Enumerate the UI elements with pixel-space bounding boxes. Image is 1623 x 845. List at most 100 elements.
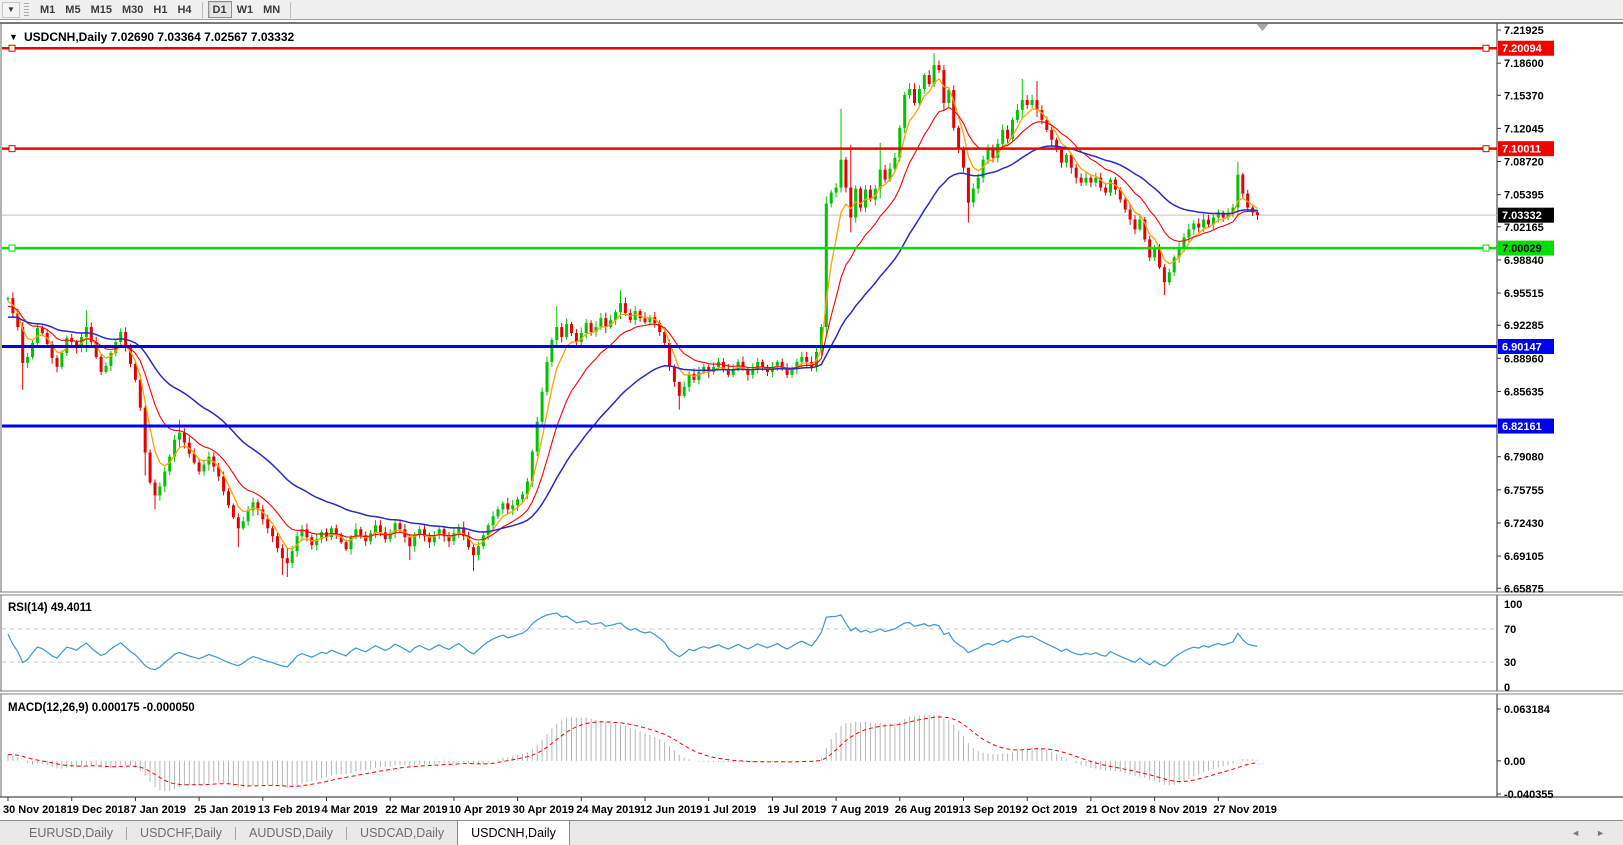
- current-price-badge: 7.03332: [1498, 207, 1554, 223]
- toolbar-separator: [201, 1, 203, 18]
- rsi-pane[interactable]: [2, 612, 1497, 671]
- symbol-tab-USDCHF[interactable]: USDCHF,Daily: [140, 826, 222, 840]
- chart-tab-bar: EURUSD,Daily USDCHF,Daily AUDUSD,Daily USDC…: [0, 820, 1623, 845]
- date-tick-label: 2 Oct 2019: [1022, 804, 1077, 816]
- svg-text:6.90147: 6.90147: [1502, 342, 1542, 354]
- date-tick-label: 12 Jun 2019: [640, 804, 702, 816]
- price-tick-label: 6.65875: [1504, 583, 1544, 595]
- rsi-line: [7, 612, 1258, 671]
- timeframe-button-MN[interactable]: MN: [258, 1, 285, 18]
- timeframe-button-M30[interactable]: M30: [117, 1, 148, 18]
- rsi-tick-label: 30: [1504, 657, 1516, 669]
- hline-7.20094[interactable]: [2, 44, 1497, 52]
- svg-text:7.10011: 7.10011: [1502, 144, 1541, 156]
- price-tick-label: 6.75755: [1504, 485, 1544, 497]
- timeframe-button-M5[interactable]: M5: [60, 1, 85, 18]
- hline-handle[interactable]: [1482, 145, 1490, 153]
- price-badge-6.90147: 6.90147: [1498, 339, 1554, 355]
- macd-tick-label: 0.063184: [1504, 704, 1551, 716]
- hline-handle[interactable]: [1482, 244, 1490, 252]
- rsi-tick-label: 100: [1504, 599, 1522, 611]
- top-toolbar: ▼ M1 M5 M15 M30 H1 H4 D1 W1 MN: [0, 0, 1623, 20]
- timeframe-button-M15[interactable]: M15: [86, 1, 117, 18]
- chart-symbol-label: ▼ USDCNH,Daily 7.02690 7.03364 7.02567 7.…: [9, 30, 295, 44]
- date-tick-label: 30 Apr 2019: [513, 804, 574, 816]
- timeframe-button-M1[interactable]: M1: [35, 1, 60, 18]
- price-tick-label: 6.72430: [1504, 518, 1544, 530]
- price-tick-label: 6.79080: [1504, 452, 1544, 464]
- time-axis[interactable]: 30 Nov 2018 19 Dec 2018 7 Jan 2019 25 Jan 2…: [3, 797, 1277, 816]
- rsi-tick-label: 70: [1504, 624, 1516, 636]
- timeframe-button-H1[interactable]: H1: [148, 1, 172, 18]
- hline-handle[interactable]: [1482, 44, 1490, 52]
- toolbar-separator: [290, 1, 292, 18]
- date-tick-label: 25 Jan 2019: [194, 804, 256, 816]
- date-tick-label: 13 Sep 2019: [959, 804, 1022, 816]
- symbol-tab-USDCAD[interactable]: USDCAD,Daily: [360, 826, 445, 840]
- price-badge-6.82161: 6.82161: [1498, 418, 1554, 434]
- ma-line-13: [7, 106, 1258, 541]
- svg-text:6.82161: 6.82161: [1502, 421, 1542, 433]
- chart-canvas[interactable]: 7.21925 7.18600 7.15370 7.12045 7.08720 7.053…: [0, 21, 1623, 820]
- date-tick-label: 19 Dec 2018: [67, 804, 130, 816]
- price-tick-label: 6.95515: [1504, 288, 1544, 300]
- hline-handle[interactable]: [8, 145, 16, 153]
- timeframe-button-H4[interactable]: H4: [172, 1, 196, 18]
- macd-label: MACD(12,26,9) 0.000175 -0.000050: [8, 702, 195, 714]
- rsi-tick-label: 0: [1504, 682, 1510, 694]
- date-tick-label: 22 Mar 2019: [385, 804, 447, 816]
- svg-text:7.20094: 7.20094: [1502, 43, 1543, 55]
- pane-splitter[interactable]: [0, 691, 1623, 694]
- hline-handle[interactable]: [8, 44, 16, 52]
- tabs-scroll-right-icon[interactable]: ►: [1596, 828, 1605, 838]
- date-tick-label: 30 Nov 2018: [3, 804, 67, 816]
- date-tick-label: 13 Feb 2019: [258, 804, 320, 816]
- rsi-label: RSI(14) 49.4011: [8, 602, 92, 614]
- price-tick-label: 6.69105: [1504, 551, 1544, 563]
- date-tick-label: 24 May 2019: [576, 804, 640, 816]
- chart-window[interactable]: 7.21925 7.18600 7.15370 7.12045 7.08720 7.053…: [0, 21, 1623, 820]
- date-tick-label: 7 Aug 2019: [831, 804, 889, 816]
- date-tick-label: 1 Jul 2019: [704, 804, 757, 816]
- svg-text:7.00029: 7.00029: [1502, 243, 1542, 255]
- hline-7.00029[interactable]: [2, 244, 1497, 252]
- price-tick-label: 7.02165: [1504, 222, 1544, 234]
- main-pane[interactable]: [2, 53, 1497, 578]
- svg-text:▼: ▼: [9, 32, 18, 42]
- chart-tabs: EURUSD,Daily USDCHF,Daily AUDUSD,Daily USDC…: [0, 820, 570, 845]
- timeframe-button-D1[interactable]: D1: [207, 1, 232, 18]
- toolbar-grip-handle[interactable]: [24, 2, 29, 17]
- date-tick-label: 21 Oct 2019: [1086, 804, 1147, 816]
- price-tick-label: 7.15370: [1504, 90, 1544, 102]
- timeframe-toolbar: M1 M5 M15 M30 H1 H4 D1 W1 MN: [35, 1, 296, 18]
- date-tick-label: 19 Jul 2019: [767, 804, 826, 816]
- hline-handle[interactable]: [8, 244, 16, 252]
- date-tick-label: 10 Apr 2019: [449, 804, 510, 816]
- price-tick-label: 6.92285: [1504, 320, 1544, 332]
- price-badge-7.00029: 7.00029: [1498, 240, 1554, 256]
- tabs-scroll-left-icon[interactable]: ◄: [1571, 828, 1581, 838]
- macd-pane[interactable]: [7, 714, 1258, 792]
- chart-dropdown-button[interactable]: ▼: [2, 1, 20, 18]
- price-axis[interactable]: 7.21925 7.18600 7.15370 7.12045 7.08720 7.053…: [1497, 25, 1554, 801]
- date-tick-label: 7 Jan 2019: [130, 804, 186, 816]
- tab-separator: [126, 826, 128, 840]
- price-tick-label: 7.05395: [1504, 190, 1544, 202]
- date-tick-label: 8 Nov 2019: [1150, 804, 1207, 816]
- symbol-tab-USDCNH[interactable]: USDCNH,Daily: [457, 820, 570, 845]
- ma-line-5: [7, 77, 1258, 550]
- symbol-tab-EURUSD[interactable]: EURUSD,Daily: [29, 826, 114, 840]
- ma-line-34: [7, 145, 1258, 533]
- date-tick-label: 4 Mar 2019: [322, 804, 378, 816]
- price-tick-label: 7.08720: [1504, 157, 1544, 169]
- chart-shift-marker[interactable]: [1256, 24, 1269, 31]
- timeframe-button-W1[interactable]: W1: [232, 1, 259, 18]
- price-tick-label: 7.18600: [1504, 58, 1544, 70]
- symbol-tab-AUDUSD[interactable]: AUDUSD,Daily: [249, 826, 334, 840]
- hline-7.10011[interactable]: [2, 145, 1497, 153]
- pane-splitter[interactable]: [0, 592, 1623, 595]
- price-tick-label: 6.85635: [1504, 386, 1544, 398]
- date-tick-label: 26 Aug 2019: [895, 804, 959, 816]
- svg-text:USDCNH,Daily 7.02690 7.03364: USDCNH,Daily 7.02690 7.03364 7.02567 7.0…: [24, 30, 295, 44]
- svg-text:7.03332: 7.03332: [1502, 210, 1542, 222]
